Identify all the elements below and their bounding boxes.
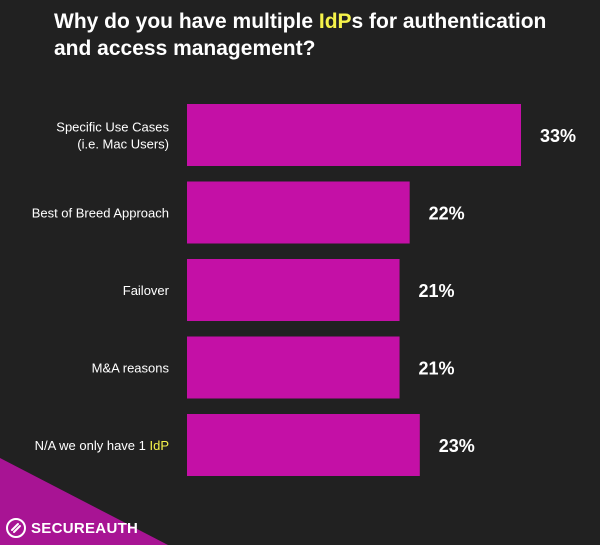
- value-label-3: 21%: [419, 359, 455, 379]
- value-label-4: 23%: [439, 436, 475, 456]
- bar-3: [187, 336, 400, 399]
- category-label-1: Best of Breed Approach: [32, 206, 169, 221]
- category-label-0: Specific Use Cases (i.e. Mac Users): [56, 120, 169, 152]
- title-text-1: Why do you have multiple: [54, 10, 319, 33]
- secureauth-logo-icon: [6, 518, 26, 538]
- category-label-3: M&A reasons: [92, 361, 170, 376]
- title-text-2: s for authentication and access manageme…: [54, 10, 547, 60]
- bar-4: [187, 414, 420, 476]
- bar-0: [187, 104, 521, 166]
- category-label-2: Failover: [123, 283, 170, 298]
- bar-2: [187, 259, 400, 321]
- chart-title: Why do you have multiple IdPs for authen…: [54, 8, 584, 62]
- value-label-0: 33%: [540, 126, 576, 146]
- title-highlight: IdP: [318, 10, 352, 33]
- category-label-4: N/A we only have 1 IdP: [35, 438, 169, 453]
- value-label-2: 21%: [419, 281, 455, 301]
- bar-1: [187, 181, 410, 244]
- secureauth-logo: SECUREAUTH: [6, 516, 138, 540]
- value-label-1: 22%: [429, 204, 465, 224]
- logo-text: SECUREAUTH: [31, 519, 139, 537]
